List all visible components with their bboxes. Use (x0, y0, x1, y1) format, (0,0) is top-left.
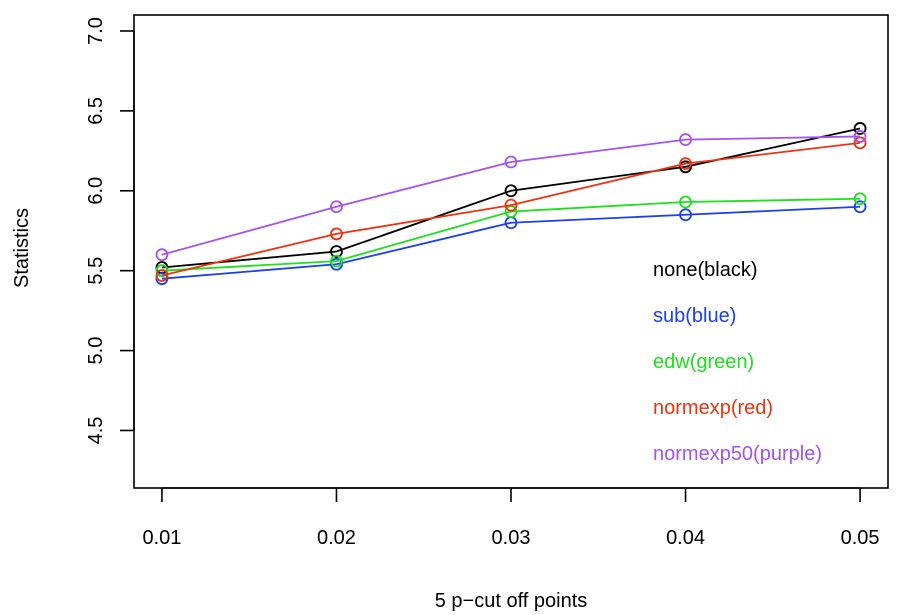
series (155, 130, 867, 262)
data-point (330, 245, 343, 258)
y-axis: 4.5 5.0 5.5 6.0 6.5 7.0 (85, 17, 135, 445)
data-point (504, 198, 518, 212)
plot-frame (133, 14, 889, 489)
series-line (161, 127, 861, 269)
legend: none(black) sub(blue) edw(green) normexp(re… (653, 259, 822, 465)
data-point (853, 200, 867, 214)
y-tick-label: 5.5 (85, 257, 107, 285)
data-point (504, 184, 518, 198)
data-point (155, 248, 169, 262)
x-axis: 0.01 0.02 0.03 0.04 0.05 (142, 487, 880, 549)
data-point (679, 208, 692, 222)
series (155, 200, 867, 286)
data-point (155, 269, 169, 282)
legend-entry: none(black) (653, 259, 758, 281)
data-point (330, 227, 343, 241)
y-tick-label: 5.0 (85, 337, 107, 365)
legend-entry: edw(green) (653, 351, 754, 373)
series-line (161, 141, 861, 277)
y-tick-label: 6.0 (85, 177, 107, 205)
legend-entry: normexp50(purple) (653, 443, 822, 465)
x-axis-label: 5 p−cut off points (435, 590, 588, 612)
y-axis-label: Statistics (11, 208, 33, 288)
data-point (155, 264, 169, 278)
data-point (330, 254, 343, 268)
data-point (504, 155, 518, 169)
data-point (853, 122, 867, 135)
legend-entry: normexp(red) (653, 397, 773, 419)
x-tick-label: 0.02 (317, 527, 356, 549)
y-tick-label: 6.5 (85, 97, 107, 125)
x-tick-label: 0.05 (841, 527, 880, 549)
data-point (853, 130, 867, 143)
y-tick-label: 7.0 (85, 17, 107, 45)
series (155, 136, 867, 282)
y-tick-label: 4.5 (85, 417, 107, 445)
legend-entry: sub(blue) (653, 305, 736, 327)
x-tick-label: 0.03 (492, 527, 531, 549)
x-tick-label: 0.04 (666, 527, 705, 549)
x-tick-label: 0.01 (142, 527, 181, 549)
data-point (679, 195, 692, 209)
series (155, 122, 867, 274)
series-lines (155, 122, 867, 286)
data-point (853, 192, 867, 206)
data-point (679, 133, 692, 147)
data-point (330, 200, 343, 214)
series-line (161, 135, 861, 256)
series-line (161, 205, 861, 280)
data-point (679, 157, 692, 171)
